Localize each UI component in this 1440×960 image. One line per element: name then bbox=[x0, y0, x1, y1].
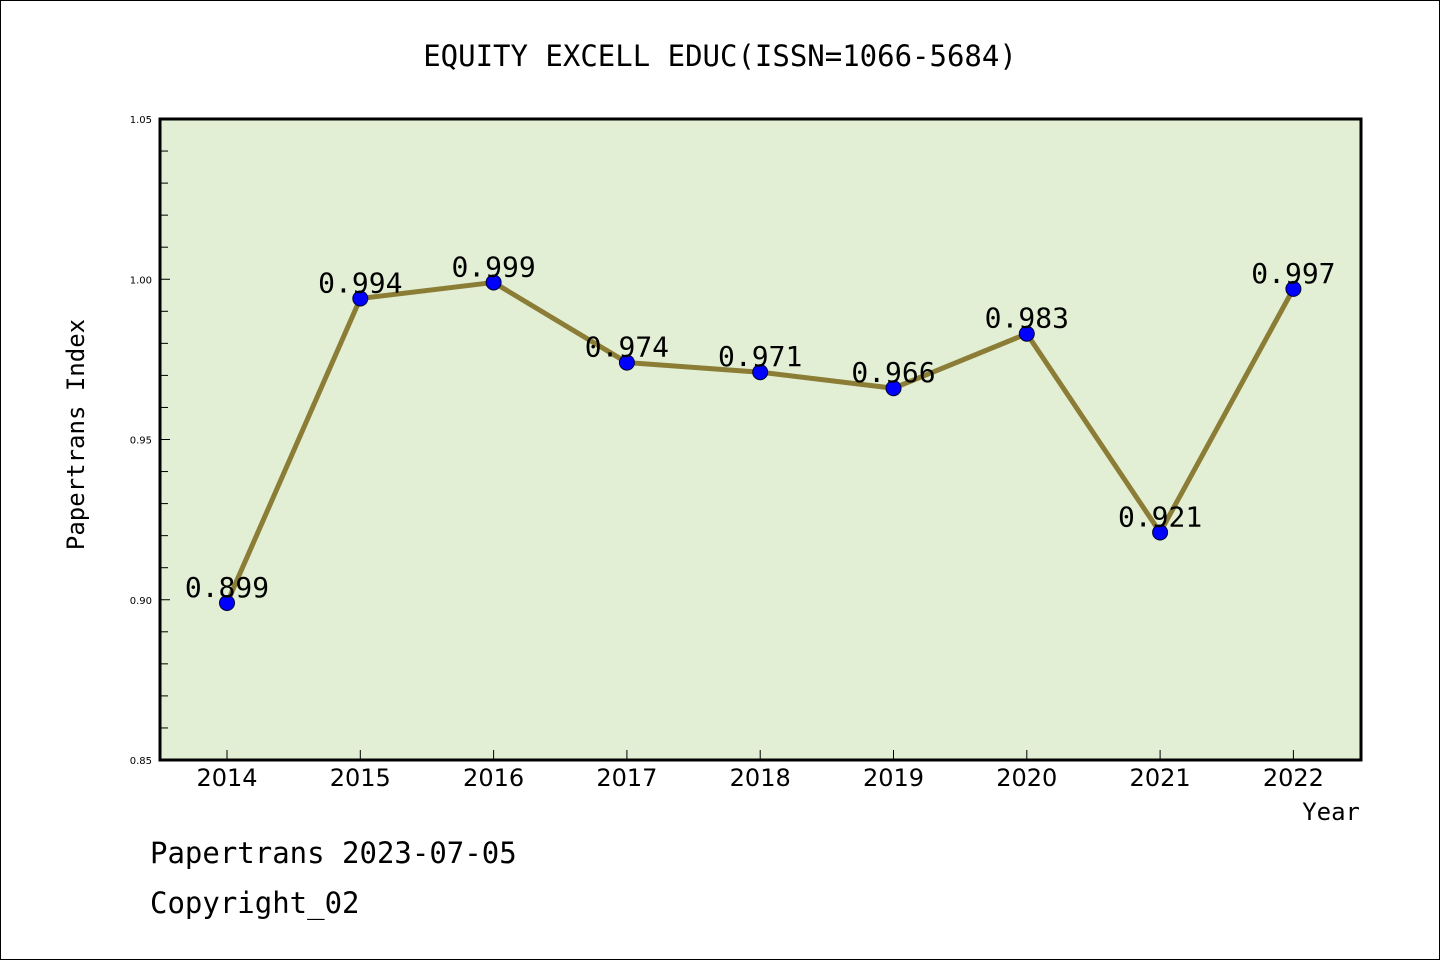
y-tick-label: 0.85 bbox=[130, 756, 152, 767]
data-label: 0.899 bbox=[185, 571, 269, 604]
data-point bbox=[352, 290, 369, 307]
data-point bbox=[752, 364, 769, 381]
data-point bbox=[1018, 325, 1035, 342]
data-label: 0.994 bbox=[318, 266, 402, 299]
data-label: 0.921 bbox=[1118, 500, 1202, 533]
x-tick-label: 2022 bbox=[1263, 764, 1324, 792]
x-axis: 2014 2015 2016 2017 2018 2019 2020 2021 2022 bbox=[196, 750, 1324, 792]
data-point bbox=[1285, 280, 1302, 297]
data-label: 0.983 bbox=[985, 302, 1069, 335]
data-label: 0.999 bbox=[451, 250, 535, 283]
x-tick-label: 2018 bbox=[730, 764, 791, 792]
x-axis-label: Year bbox=[1302, 798, 1360, 826]
data-labels: 0.899 0.994 0.999 0.974 0.971 0.966 0.983 0.921… bbox=[185, 250, 1336, 604]
data-label: 0.966 bbox=[851, 356, 935, 389]
x-tick-label: 2019 bbox=[863, 764, 924, 792]
data-point bbox=[1152, 524, 1169, 541]
y-axis-label: Papertrans Index bbox=[62, 319, 90, 550]
y-tick-label: 1.05 bbox=[130, 115, 152, 126]
x-tick-label: 2021 bbox=[1130, 764, 1191, 792]
x-tick-label: 2015 bbox=[330, 764, 391, 792]
data-point bbox=[485, 274, 502, 291]
data-point bbox=[618, 354, 635, 371]
chart-title: EQUITY EXCELL EDUC(ISSN=1066-5684) bbox=[423, 39, 1017, 73]
data-label: 0.974 bbox=[585, 331, 669, 364]
x-tick-label: 2014 bbox=[196, 764, 257, 792]
plot-frame bbox=[158, 117, 1363, 762]
x-tick-label: 2016 bbox=[463, 764, 524, 792]
x-tick-label: 2020 bbox=[996, 764, 1057, 792]
y-tick-label: 0.90 bbox=[130, 596, 152, 607]
plot-area bbox=[160, 119, 1361, 760]
data-label: 0.997 bbox=[1251, 257, 1335, 290]
data-point bbox=[885, 380, 902, 397]
footer-date: Papertrans 2023-07-05 bbox=[150, 836, 517, 870]
y-tick-label: 1.00 bbox=[130, 275, 152, 286]
data-label: 0.971 bbox=[718, 340, 802, 373]
y-tick-label: 0.95 bbox=[130, 436, 152, 447]
x-tick-label: 2017 bbox=[596, 764, 657, 792]
data-points bbox=[219, 274, 1302, 611]
footer-copyright: Copyright_02 bbox=[150, 886, 360, 920]
data-point bbox=[219, 594, 235, 611]
